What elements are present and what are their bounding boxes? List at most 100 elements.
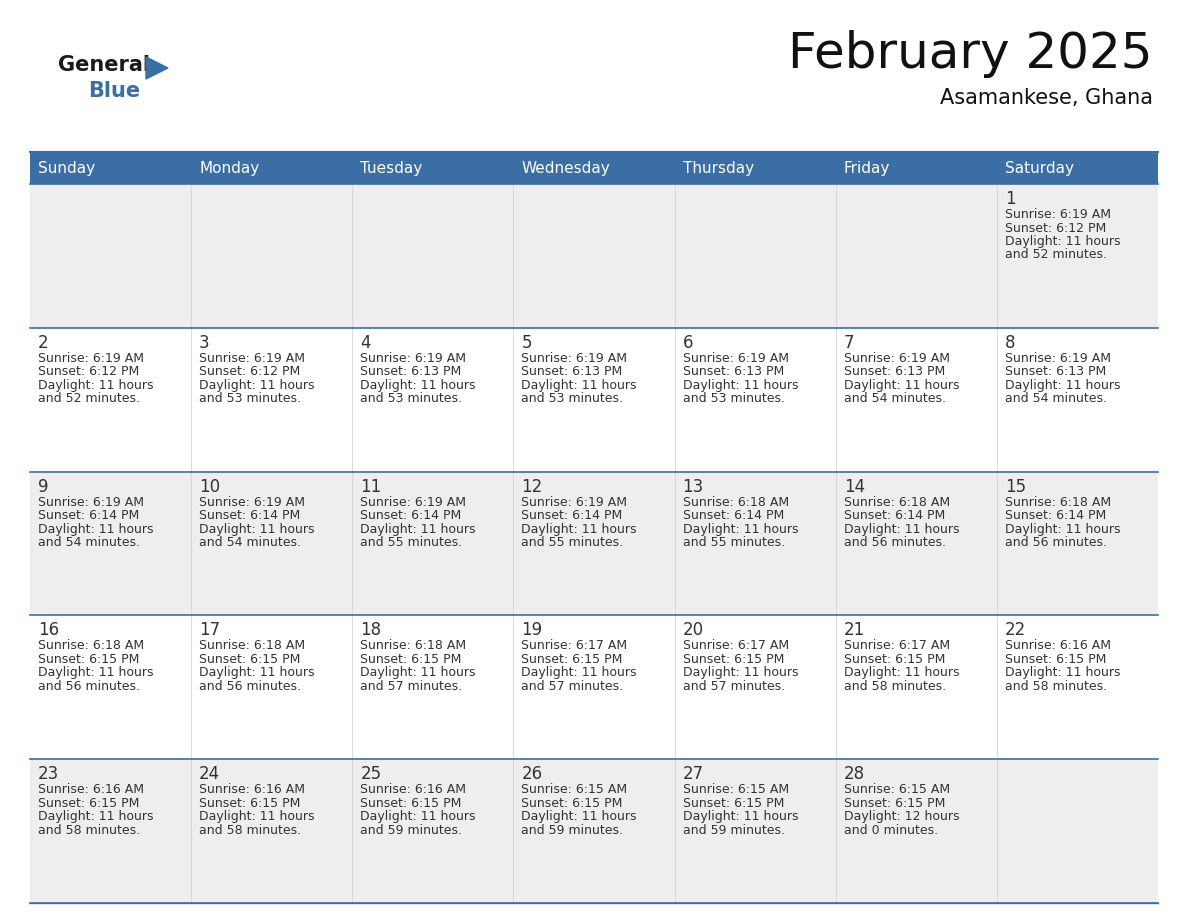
Text: 16: 16 (38, 621, 59, 640)
Text: and 53 minutes.: and 53 minutes. (522, 392, 624, 406)
Text: and 59 minutes.: and 59 minutes. (522, 823, 624, 836)
Text: 14: 14 (843, 477, 865, 496)
Text: 5: 5 (522, 334, 532, 352)
Text: Sunset: 6:15 PM: Sunset: 6:15 PM (843, 797, 946, 810)
Text: Daylight: 11 hours: Daylight: 11 hours (360, 811, 475, 823)
Text: 6: 6 (683, 334, 693, 352)
Text: and 56 minutes.: and 56 minutes. (843, 536, 946, 549)
Text: Daylight: 11 hours: Daylight: 11 hours (200, 379, 315, 392)
Text: and 54 minutes.: and 54 minutes. (38, 536, 140, 549)
Text: 26: 26 (522, 766, 543, 783)
Text: Sunrise: 6:16 AM: Sunrise: 6:16 AM (1005, 640, 1111, 653)
Text: Sunset: 6:14 PM: Sunset: 6:14 PM (200, 509, 301, 522)
Text: Daylight: 11 hours: Daylight: 11 hours (360, 666, 475, 679)
Text: and 59 minutes.: and 59 minutes. (360, 823, 462, 836)
Text: 12: 12 (522, 477, 543, 496)
Text: 1: 1 (1005, 190, 1016, 208)
Text: 2: 2 (38, 334, 49, 352)
Text: Daylight: 11 hours: Daylight: 11 hours (843, 666, 959, 679)
Text: Sunrise: 6:18 AM: Sunrise: 6:18 AM (683, 496, 789, 509)
Text: Sunset: 6:12 PM: Sunset: 6:12 PM (1005, 221, 1106, 234)
Text: and 54 minutes.: and 54 minutes. (200, 536, 301, 549)
Text: Sunrise: 6:19 AM: Sunrise: 6:19 AM (1005, 352, 1111, 364)
Text: Sunrise: 6:16 AM: Sunrise: 6:16 AM (360, 783, 466, 796)
Text: Sunset: 6:15 PM: Sunset: 6:15 PM (522, 797, 623, 810)
Text: Sunset: 6:15 PM: Sunset: 6:15 PM (360, 797, 462, 810)
Text: Sunset: 6:13 PM: Sunset: 6:13 PM (683, 365, 784, 378)
Text: Sunrise: 6:19 AM: Sunrise: 6:19 AM (683, 352, 789, 364)
Text: Sunset: 6:14 PM: Sunset: 6:14 PM (38, 509, 139, 522)
Text: 22: 22 (1005, 621, 1026, 640)
Text: Sunrise: 6:18 AM: Sunrise: 6:18 AM (38, 640, 144, 653)
Bar (30, 759, 1158, 903)
Text: Sunrise: 6:18 AM: Sunrise: 6:18 AM (843, 496, 950, 509)
Text: Asamankese, Ghana: Asamankese, Ghana (940, 88, 1154, 108)
Text: Daylight: 11 hours: Daylight: 11 hours (360, 522, 475, 535)
Text: Sunrise: 6:19 AM: Sunrise: 6:19 AM (200, 352, 305, 364)
Text: and 55 minutes.: and 55 minutes. (522, 536, 624, 549)
Text: Sunrise: 6:18 AM: Sunrise: 6:18 AM (360, 640, 467, 653)
Text: 23: 23 (38, 766, 59, 783)
Text: and 59 minutes.: and 59 minutes. (683, 823, 784, 836)
Text: 8: 8 (1005, 334, 1016, 352)
Text: Daylight: 11 hours: Daylight: 11 hours (843, 522, 959, 535)
Text: Sunset: 6:15 PM: Sunset: 6:15 PM (683, 797, 784, 810)
Text: and 58 minutes.: and 58 minutes. (38, 823, 140, 836)
Text: Daylight: 11 hours: Daylight: 11 hours (683, 379, 798, 392)
Bar (30, 615, 1158, 759)
Text: 24: 24 (200, 766, 220, 783)
Text: Blue: Blue (88, 81, 140, 101)
Text: Sunrise: 6:17 AM: Sunrise: 6:17 AM (683, 640, 789, 653)
Text: Daylight: 12 hours: Daylight: 12 hours (843, 811, 959, 823)
Text: Sunrise: 6:19 AM: Sunrise: 6:19 AM (843, 352, 949, 364)
Text: Sunset: 6:15 PM: Sunset: 6:15 PM (843, 653, 946, 666)
Text: 19: 19 (522, 621, 543, 640)
Text: 27: 27 (683, 766, 703, 783)
Text: 17: 17 (200, 621, 220, 640)
Text: Sunset: 6:15 PM: Sunset: 6:15 PM (522, 653, 623, 666)
Text: 4: 4 (360, 334, 371, 352)
Bar (30, 184, 1158, 328)
Text: and 53 minutes.: and 53 minutes. (360, 392, 462, 406)
Text: 25: 25 (360, 766, 381, 783)
Bar (30, 328, 1158, 472)
Text: and 0 minutes.: and 0 minutes. (843, 823, 937, 836)
Text: and 52 minutes.: and 52 minutes. (1005, 249, 1107, 262)
Text: 20: 20 (683, 621, 703, 640)
Text: Daylight: 11 hours: Daylight: 11 hours (1005, 379, 1120, 392)
Text: 3: 3 (200, 334, 210, 352)
Text: Sunrise: 6:17 AM: Sunrise: 6:17 AM (522, 640, 627, 653)
Text: 11: 11 (360, 477, 381, 496)
Text: and 58 minutes.: and 58 minutes. (200, 823, 302, 836)
Text: February 2025: February 2025 (789, 30, 1154, 78)
Text: Daylight: 11 hours: Daylight: 11 hours (38, 811, 153, 823)
Text: Sunrise: 6:19 AM: Sunrise: 6:19 AM (522, 496, 627, 509)
Text: Sunset: 6:14 PM: Sunset: 6:14 PM (1005, 509, 1106, 522)
Text: Daylight: 11 hours: Daylight: 11 hours (200, 522, 315, 535)
Text: and 55 minutes.: and 55 minutes. (683, 536, 785, 549)
Text: Daylight: 11 hours: Daylight: 11 hours (683, 811, 798, 823)
Text: Daylight: 11 hours: Daylight: 11 hours (683, 522, 798, 535)
Text: Sunset: 6:13 PM: Sunset: 6:13 PM (522, 365, 623, 378)
Text: and 54 minutes.: and 54 minutes. (843, 392, 946, 406)
Text: Sunrise: 6:19 AM: Sunrise: 6:19 AM (1005, 208, 1111, 221)
Text: Sunrise: 6:19 AM: Sunrise: 6:19 AM (360, 496, 466, 509)
Text: Sunset: 6:14 PM: Sunset: 6:14 PM (522, 509, 623, 522)
Polygon shape (146, 57, 168, 79)
Text: and 53 minutes.: and 53 minutes. (683, 392, 784, 406)
Text: Sunset: 6:13 PM: Sunset: 6:13 PM (360, 365, 461, 378)
Text: and 52 minutes.: and 52 minutes. (38, 392, 140, 406)
Text: Tuesday: Tuesday (360, 161, 423, 175)
Text: Daylight: 11 hours: Daylight: 11 hours (522, 811, 637, 823)
Text: Sunset: 6:14 PM: Sunset: 6:14 PM (360, 509, 461, 522)
Text: Daylight: 11 hours: Daylight: 11 hours (200, 811, 315, 823)
Text: Sunset: 6:14 PM: Sunset: 6:14 PM (843, 509, 944, 522)
Text: Sunset: 6:14 PM: Sunset: 6:14 PM (683, 509, 784, 522)
Text: and 57 minutes.: and 57 minutes. (522, 680, 624, 693)
Text: Daylight: 11 hours: Daylight: 11 hours (360, 379, 475, 392)
Text: 7: 7 (843, 334, 854, 352)
Text: Sunset: 6:15 PM: Sunset: 6:15 PM (200, 797, 301, 810)
Text: Saturday: Saturday (1005, 161, 1074, 175)
Text: Sunrise: 6:19 AM: Sunrise: 6:19 AM (38, 496, 144, 509)
Text: 28: 28 (843, 766, 865, 783)
